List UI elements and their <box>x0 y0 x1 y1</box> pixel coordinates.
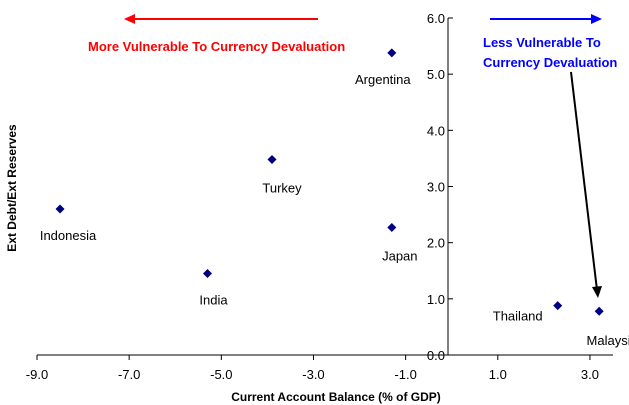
data-point-turkey <box>267 155 277 165</box>
point-label-india: India <box>199 293 228 308</box>
y-tick-label: 6.0 <box>427 11 445 26</box>
point-label-turkey: Turkey <box>262 181 302 196</box>
more-vulnerable-arrow <box>124 14 318 24</box>
x-tick-label: -7.0 <box>118 367 140 382</box>
x-axis-title: Current Account Balance (% of GDP) <box>231 390 441 404</box>
y-tick-label: 4.0 <box>427 123 445 138</box>
point-label-argentina: Argentina <box>355 72 411 87</box>
y-tick-label: 3.0 <box>427 180 445 195</box>
y-tick-label: 5.0 <box>427 67 445 82</box>
y-axis-title: Ext Debt/Ext Reserves <box>5 124 19 252</box>
data-point-thailand <box>553 301 563 311</box>
data-points: Indonesia India Turkey Argentina Japan Thaila… <box>40 48 629 348</box>
point-label-japan: Japan <box>382 249 417 264</box>
y-ticks: 0.0 1.0 2.0 3.0 4.0 5.0 6.0 <box>427 11 453 363</box>
less-vulnerable-arrow <box>490 14 602 24</box>
x-tick-label: 3.0 <box>581 367 599 382</box>
malaysia-callout-arrow <box>570 71 602 298</box>
x-tick-label: -5.0 <box>210 367 232 382</box>
x-tick-label: -3.0 <box>302 367 324 382</box>
x-tick-label: 1.0 <box>489 367 507 382</box>
y-tick-label: 2.0 <box>427 236 445 251</box>
data-point-indonesia <box>55 204 65 214</box>
x-tick-label: -9.0 <box>26 367 48 382</box>
point-label-indonesia: Indonesia <box>40 228 97 243</box>
less-vulnerable-label-line2: Currency Devaluation <box>483 55 617 70</box>
x-tick-label: -1.0 <box>394 367 416 382</box>
data-point-argentina <box>387 48 397 58</box>
point-label-thailand: Thailand <box>493 309 543 324</box>
data-point-japan <box>387 223 397 233</box>
y-tick-label: 1.0 <box>427 292 445 307</box>
y-tick-label: 0.0 <box>427 348 445 363</box>
x-ticks: -9.0 -7.0 -5.0 -3.0 -1.0 1.0 3.0 <box>26 355 599 382</box>
data-point-malaysia <box>594 306 604 316</box>
more-vulnerable-label: More Vulnerable To Currency Devaluation <box>88 39 345 54</box>
less-vulnerable-label-line1: Less Vulnerable To <box>483 35 601 50</box>
point-label-malaysia: Malaysia <box>587 333 629 348</box>
data-point-india <box>202 269 212 279</box>
